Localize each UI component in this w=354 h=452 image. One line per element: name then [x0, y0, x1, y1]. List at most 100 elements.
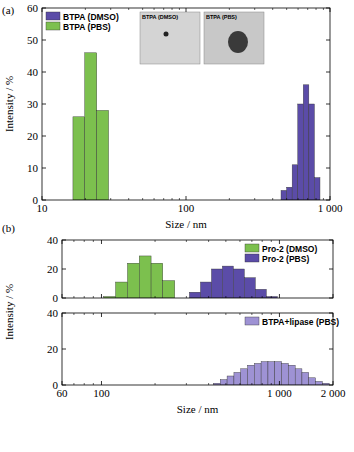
bar: [254, 363, 261, 385]
y-tick-label: 30: [27, 98, 39, 110]
y-tick-label: 60: [27, 2, 39, 14]
x-minor-tick: [323, 8, 324, 10]
x-minor-tick: [262, 296, 263, 298]
x-minor-tick: [84, 313, 85, 315]
x-minor-tick: [307, 198, 308, 200]
bar: [244, 278, 255, 298]
bar: [151, 263, 163, 298]
legend-label: BTPA (DMSO): [63, 12, 119, 22]
x-minor-tick: [254, 198, 255, 200]
x-minor-tick: [73, 383, 74, 385]
x-minor-tick: [179, 198, 180, 200]
x-tick: [330, 196, 331, 200]
x-minor-tick: [239, 313, 240, 315]
bar: [295, 369, 302, 385]
x-minor-tick: [254, 8, 255, 10]
x-minor-tick: [229, 8, 230, 10]
bars: [104, 256, 278, 298]
legend-swatch: [245, 317, 259, 325]
y-tick-label: 20: [47, 263, 59, 275]
y-tick: [329, 349, 333, 350]
bars: [73, 53, 320, 200]
x-minor-tick: [85, 198, 86, 200]
x-tick: [186, 196, 187, 200]
x-tick: [101, 294, 102, 298]
x-minor-tick: [154, 198, 155, 200]
x-minor-tick: [225, 296, 226, 298]
y-tick-label: 20: [47, 343, 59, 355]
bar: [298, 104, 304, 200]
bar: [309, 378, 316, 385]
bars: [213, 362, 329, 385]
x-minor-tick: [286, 198, 287, 200]
x-minor-tick: [142, 8, 143, 10]
x-tick: [101, 381, 102, 385]
x-minor-tick: [271, 240, 272, 242]
bar: [211, 269, 222, 298]
y-tick-label: 10: [27, 162, 39, 174]
bar: [222, 266, 233, 298]
x-minor-tick: [225, 383, 226, 385]
x-minor-tick: [186, 313, 187, 315]
y-tick: [42, 168, 46, 169]
bar: [255, 289, 266, 298]
panel-label: (a): [2, 4, 15, 17]
x-tick: [333, 381, 334, 385]
y-tick: [42, 104, 46, 105]
x-tick: [330, 8, 331, 12]
y-tick: [62, 298, 66, 299]
y-tick-label: 40: [47, 234, 59, 246]
x-minor-tick: [272, 198, 273, 200]
x-tick: [279, 381, 280, 385]
bar: [282, 363, 289, 385]
x-minor-tick: [163, 198, 164, 200]
x-tick: [62, 381, 63, 385]
x-minor-tick: [208, 383, 209, 385]
bar: [200, 282, 211, 298]
x-tick-label: 1 000: [318, 202, 343, 214]
x-tick: [62, 313, 63, 317]
x-minor-tick: [85, 8, 86, 10]
x-tick: [62, 240, 63, 244]
y-tick: [42, 72, 46, 73]
x-minor-tick: [225, 240, 226, 242]
bar: [303, 85, 309, 200]
y-tick: [42, 200, 46, 201]
x-tick: [101, 313, 102, 317]
bar: [227, 376, 234, 385]
x-minor-tick: [73, 240, 74, 242]
bar: [292, 165, 298, 200]
y-tick-label: 0: [33, 194, 39, 206]
y-tick: [329, 298, 333, 299]
y-axis-label: Intensity / %: [3, 284, 15, 340]
x-minor-tick: [271, 383, 272, 385]
x-minor-tick: [155, 296, 156, 298]
y-tick: [329, 385, 333, 386]
y-tick-label: 0: [53, 292, 59, 304]
bar: [268, 362, 275, 385]
y-tick: [62, 240, 66, 241]
x-minor-tick: [84, 296, 85, 298]
x-minor-tick: [271, 313, 272, 315]
x-axis-label: Size / nm: [177, 403, 219, 415]
x-tick: [42, 196, 43, 200]
x-minor-tick: [251, 313, 252, 315]
x-minor-tick: [142, 198, 143, 200]
x-minor-tick: [272, 8, 273, 10]
inset-label: BTPA (PBS): [206, 14, 237, 20]
x-axis-label: Size / nm: [165, 218, 207, 230]
x-minor-tick: [93, 383, 94, 385]
x-minor-tick: [73, 313, 74, 315]
bar: [189, 292, 200, 298]
legend-label: BTPA (PBS): [63, 22, 111, 32]
x-minor-tick: [154, 8, 155, 10]
bar: [248, 365, 255, 385]
x-minor-tick: [262, 313, 263, 315]
x-minor-tick: [239, 240, 240, 242]
bar: [302, 372, 309, 385]
y-tick: [62, 385, 66, 386]
x-minor-tick: [229, 198, 230, 200]
x-minor-tick: [110, 8, 111, 10]
y-tick: [326, 136, 330, 137]
y-tick: [42, 8, 46, 9]
